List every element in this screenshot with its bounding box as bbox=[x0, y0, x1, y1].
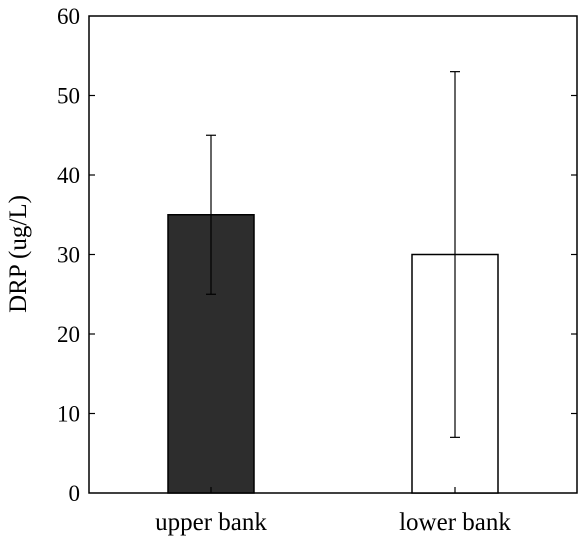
y-axis: 0 10 20 30 40 50 60 bbox=[57, 4, 577, 506]
x-tick-label: lower bank bbox=[399, 509, 511, 536]
y-tick-label: 20 bbox=[57, 322, 80, 347]
y-axis-label: DRP (ug/L) bbox=[5, 195, 32, 313]
error-bars bbox=[206, 71, 460, 438]
y-tick-label: 0 bbox=[69, 481, 81, 506]
y-tick-label: 40 bbox=[57, 163, 80, 188]
x-axis: upper bank lower bank bbox=[155, 487, 511, 536]
plot-area bbox=[88, 15, 578, 494]
x-tick-label: upper bank bbox=[155, 509, 267, 536]
y-tick-label: 30 bbox=[57, 243, 80, 268]
y-tick-label: 50 bbox=[57, 84, 80, 109]
y-tick-label: 10 bbox=[57, 402, 80, 427]
y-tick-label: 60 bbox=[57, 4, 80, 29]
